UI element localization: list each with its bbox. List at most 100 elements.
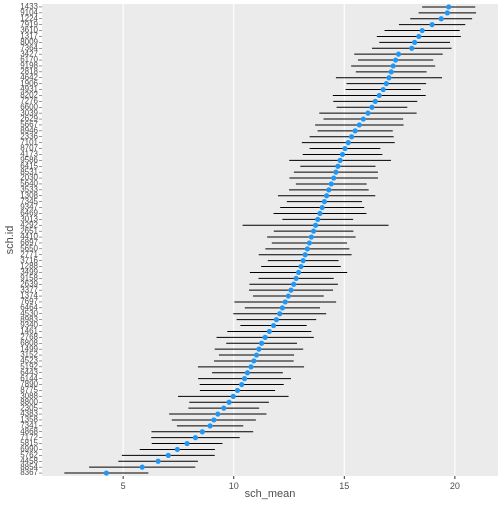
y-tick-label: 8854 [20, 462, 38, 471]
y-axis-label: sch.id [4, 226, 16, 255]
point [139, 464, 145, 470]
y-tick-label: 2771 [20, 250, 38, 259]
y-tick-label: 1461 [20, 327, 38, 336]
y-tick-label: 7919 [20, 20, 38, 29]
y-tick-label: 4523 [20, 356, 38, 365]
y-tick-label: 5815 [20, 439, 38, 448]
x-tick-label: 10 [229, 481, 239, 491]
y-tick-label: 3610 [20, 26, 38, 35]
point [352, 128, 358, 134]
y-tick-label: 1374 [20, 291, 38, 300]
y-tick-label: 5650 [20, 244, 38, 253]
y-tick-label: 3039 [20, 108, 38, 117]
y-tick-label: 4530 [20, 309, 38, 318]
y-tick-label: 4383 [20, 409, 38, 418]
y-tick-label: 6464 [20, 303, 38, 312]
y-tick-label: 3088 [20, 391, 38, 400]
y-tick-label: 1358 [20, 415, 38, 424]
point [304, 246, 310, 252]
point [446, 4, 452, 10]
y-tick-label: 3013 [20, 214, 38, 223]
point [409, 45, 415, 51]
point [335, 163, 341, 169]
y-tick-label: 6808 [20, 338, 38, 347]
point [369, 104, 375, 110]
point [310, 228, 317, 234]
point [365, 110, 371, 116]
y-tick-label: 6443 [20, 368, 38, 377]
point [241, 376, 248, 382]
y-tick-label: 9158 [20, 273, 38, 282]
point [295, 269, 302, 276]
point [376, 92, 382, 99]
point [184, 440, 190, 447]
point [328, 181, 334, 187]
y-tick-label: 8800 [20, 397, 38, 406]
point [324, 193, 330, 199]
point [356, 122, 362, 128]
point [288, 287, 294, 293]
y-tick-label: 6144 [20, 374, 38, 383]
point [302, 252, 308, 258]
y-tick-label: 6897 [20, 238, 38, 247]
y-tick-label: 3152 [20, 350, 38, 359]
y-tick-label: 5667 [20, 120, 38, 129]
y-tick-label: 1308 [20, 191, 38, 200]
y-tick-label: 4642 [20, 73, 38, 82]
point [155, 458, 161, 464]
point [165, 452, 171, 458]
point [315, 216, 321, 222]
y-tick-label: 4292 [20, 220, 38, 229]
y-tick-label: 3377 [20, 285, 38, 294]
point [306, 240, 312, 246]
y-tick-label: 2336 [20, 132, 38, 141]
point [386, 75, 392, 81]
y-tick-label: 8531 [20, 167, 38, 176]
y-tick-label: 4931 [20, 85, 38, 94]
point [339, 151, 346, 158]
y-tick-label: 7276 [20, 96, 38, 105]
y-tick-label: 6990 [20, 445, 38, 454]
x-axis-label: sch_mean [245, 488, 296, 500]
x-tick-label: 5 [121, 481, 126, 491]
x-tick-label: 15 [339, 481, 349, 491]
point [234, 387, 241, 394]
y-tick-label: 2629 [20, 114, 38, 123]
point [273, 317, 280, 323]
y-tick-label: 1224 [20, 14, 38, 23]
point [388, 69, 394, 75]
y-tick-label: 1499 [20, 344, 38, 353]
point [416, 33, 422, 40]
point [444, 10, 450, 16]
y-tick-label: 2030 [20, 173, 38, 182]
y-tick-label: 6600 [20, 102, 38, 111]
point [279, 305, 285, 311]
x-tick-label: 20 [450, 481, 460, 491]
y-tick-label: 2651 [20, 226, 38, 235]
point [258, 340, 265, 346]
point [412, 39, 418, 45]
point [390, 63, 396, 69]
y-tick-label: 7172 [20, 433, 38, 442]
point [215, 411, 221, 417]
y-tick-label: 8707 [20, 144, 38, 153]
point [331, 175, 337, 181]
point [226, 399, 232, 405]
point [326, 187, 332, 193]
point [345, 140, 351, 146]
y-tick-label: 7101 [20, 138, 38, 147]
point [262, 334, 268, 340]
point [282, 299, 288, 305]
point [244, 370, 251, 376]
y-tick-label: 5192 [20, 362, 38, 371]
y-tick-label: 1433 [20, 2, 38, 11]
y-tick-label: 5762 [20, 450, 38, 459]
point [192, 435, 199, 441]
y-tick-label: 2639 [20, 279, 38, 288]
y-tick-label: 3716 [20, 256, 38, 265]
y-tick-label: 7345 [20, 197, 38, 206]
y-tick-label: 4173 [20, 150, 38, 159]
y-tick-label: 9104 [20, 8, 38, 17]
point [360, 116, 366, 122]
